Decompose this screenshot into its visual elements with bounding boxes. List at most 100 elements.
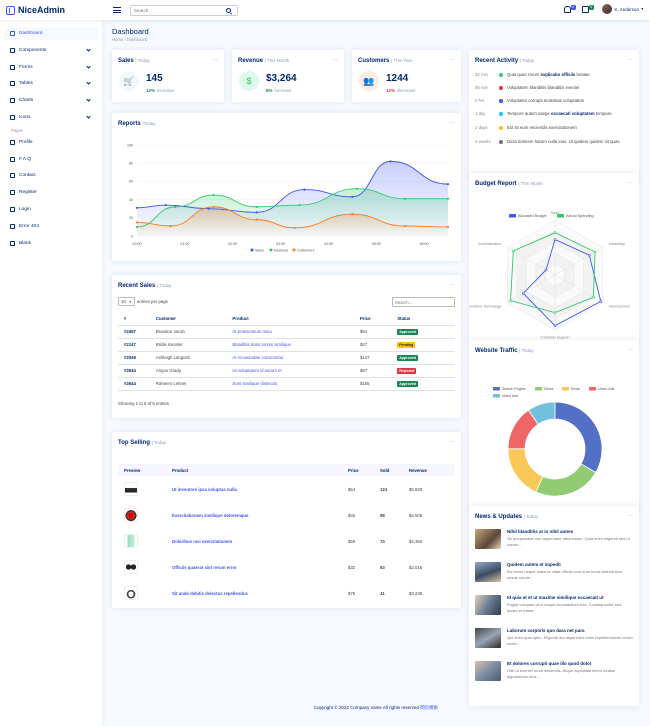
data-point[interactable] xyxy=(351,213,354,216)
headphones-icon[interactable] xyxy=(124,586,138,600)
data-point[interactable] xyxy=(446,183,450,186)
data-point[interactable] xyxy=(403,224,407,228)
column-header[interactable]: Product xyxy=(166,464,342,476)
people-photo[interactable] xyxy=(475,595,501,615)
more-menu-icon[interactable]: ... xyxy=(331,56,338,62)
legend-label[interactable]: Sales xyxy=(255,248,264,252)
news-title[interactable]: Nihil blanditiis at in nihil autem xyxy=(507,529,574,534)
product-link[interactable]: Sit unde debitis delectus repellendus xyxy=(172,590,248,596)
radar-point[interactable] xyxy=(553,238,557,241)
donut-slice-0[interactable] xyxy=(554,401,603,473)
avatar[interactable] xyxy=(601,4,612,14)
sidebar-page-f-a-q[interactable]: F.A.Q xyxy=(4,153,98,166)
legend-label[interactable]: Email xyxy=(571,387,580,391)
column-header[interactable]: # xyxy=(118,312,150,326)
sidebar-page-error-404[interactable]: Error 404 xyxy=(4,220,98,233)
sidebar-item-components[interactable]: Components xyxy=(4,44,98,57)
column-header[interactable]: Product xyxy=(226,312,354,326)
sidebar-page-register[interactable]: Register xyxy=(4,186,98,199)
data-point[interactable] xyxy=(298,203,301,207)
more-menu-icon[interactable]: ... xyxy=(211,56,218,62)
data-point[interactable] xyxy=(355,187,359,190)
entries-select[interactable]: 10 ▼ xyxy=(118,297,135,306)
column-header[interactable]: Status xyxy=(391,312,455,326)
legend-label[interactable]: Search Engine xyxy=(502,387,526,391)
data-point[interactable] xyxy=(446,225,450,228)
column-header[interactable]: Customer xyxy=(149,312,227,326)
sidebar-item-forms[interactable]: Forms xyxy=(4,61,98,74)
legend-label[interactable]: Direct xyxy=(544,387,553,391)
radar-point[interactable] xyxy=(592,295,595,299)
order-id[interactable]: #2644 xyxy=(118,377,150,391)
sidebar-page-blank[interactable]: Blank xyxy=(4,237,98,250)
product-link[interactable]: Blanditiis dolor omnis similique xyxy=(226,338,354,352)
data-point[interactable] xyxy=(164,203,167,207)
product-link[interactable]: Exercitationem similique doloremque xyxy=(172,512,249,518)
column-header[interactable]: Revenue xyxy=(403,464,455,476)
data-point[interactable] xyxy=(303,188,306,191)
data-point[interactable] xyxy=(212,205,215,208)
more-menu-icon[interactable]: ... xyxy=(626,179,633,185)
radar-point[interactable] xyxy=(553,231,557,234)
donut-slice-1[interactable] xyxy=(535,463,597,497)
order-id[interactable]: #2147 xyxy=(118,338,150,352)
office-photo[interactable] xyxy=(475,529,501,549)
data-point[interactable] xyxy=(351,195,354,198)
user-name[interactable]: K. Anderson xyxy=(614,6,640,12)
donut-slice-2[interactable] xyxy=(507,448,544,493)
search-icon[interactable] xyxy=(226,7,231,13)
chevron-down-icon[interactable]: ▼ xyxy=(640,7,644,11)
sidebar-item-icons[interactable]: Icons xyxy=(4,111,98,124)
sidebar-page-profile[interactable]: Profile xyxy=(4,136,98,149)
more-menu-icon[interactable]: ... xyxy=(626,346,633,352)
order-id[interactable]: #2644 xyxy=(118,364,150,378)
shoe-icon[interactable] xyxy=(124,482,138,496)
data-point[interactable] xyxy=(389,160,392,163)
product-link[interactable]: Ut inventore ipsa voluptas nulla xyxy=(172,486,237,492)
sidebar-page-login[interactable]: Login xyxy=(4,203,98,216)
product-link[interactable]: At recusandae consectetur xyxy=(226,351,354,365)
more-menu-icon[interactable]: ... xyxy=(626,56,633,62)
legend-label[interactable]: Union Ads xyxy=(598,387,615,391)
data-point[interactable] xyxy=(212,193,215,197)
data-point[interactable] xyxy=(255,211,258,214)
more-menu-icon[interactable]: ... xyxy=(448,119,455,125)
order-id[interactable]: #2049 xyxy=(118,351,150,365)
search-input[interactable] xyxy=(134,7,226,13)
footer-link[interactable]: 网页模板 xyxy=(420,705,439,710)
data-point[interactable] xyxy=(169,224,172,228)
radar-point[interactable] xyxy=(553,311,557,314)
product-link[interactable]: Officiis quaerat sint rerum error xyxy=(172,564,237,570)
breadcrumb-home[interactable]: Home xyxy=(112,37,124,42)
news-title[interactable]: Et dolores corrupti quae illo quod dolor xyxy=(507,661,592,666)
order-id[interactable]: #2457 xyxy=(118,325,150,339)
sidebar-page-contact[interactable]: Contact xyxy=(4,169,98,182)
meeting-photo[interactable] xyxy=(475,661,501,681)
product-link[interactable]: At praesentium minu xyxy=(226,325,354,339)
bottle-icon[interactable] xyxy=(124,534,138,548)
data-point[interactable] xyxy=(174,205,177,208)
laptop-photo[interactable] xyxy=(475,628,501,648)
more-menu-icon[interactable]: ... xyxy=(448,281,455,287)
column-header[interactable]: Sold xyxy=(374,464,403,476)
legend-label[interactable]: Customers xyxy=(297,248,315,252)
speaker-icon[interactable] xyxy=(124,508,138,522)
data-point[interactable] xyxy=(255,205,258,208)
legend-label[interactable]: Revenue xyxy=(274,248,288,252)
city-photo[interactable] xyxy=(475,562,501,582)
radar-point[interactable] xyxy=(587,253,591,257)
sunglasses-icon[interactable] xyxy=(124,560,138,574)
radar-point[interactable] xyxy=(521,292,525,295)
more-menu-icon[interactable]: ... xyxy=(626,512,633,518)
product-link[interactable]: Ut voluptatem id earum et xyxy=(226,364,354,378)
sidebar-item-charts[interactable]: Charts xyxy=(4,94,98,107)
chat-icon[interactable]: 3 xyxy=(581,4,594,13)
data-point[interactable] xyxy=(255,218,258,221)
news-title[interactable]: Quidem autem et impedit xyxy=(507,562,561,567)
legend-label[interactable]: Actual Spending xyxy=(566,214,594,218)
brand-logo[interactable]: NiceAdmin xyxy=(6,5,106,15)
news-title[interactable]: Laborum corporis quo dara net para xyxy=(507,628,585,633)
sidebar-item-tables[interactable]: Tables xyxy=(4,77,98,90)
legend-label[interactable]: Video Ads xyxy=(502,394,518,398)
radar-point[interactable] xyxy=(512,249,515,253)
